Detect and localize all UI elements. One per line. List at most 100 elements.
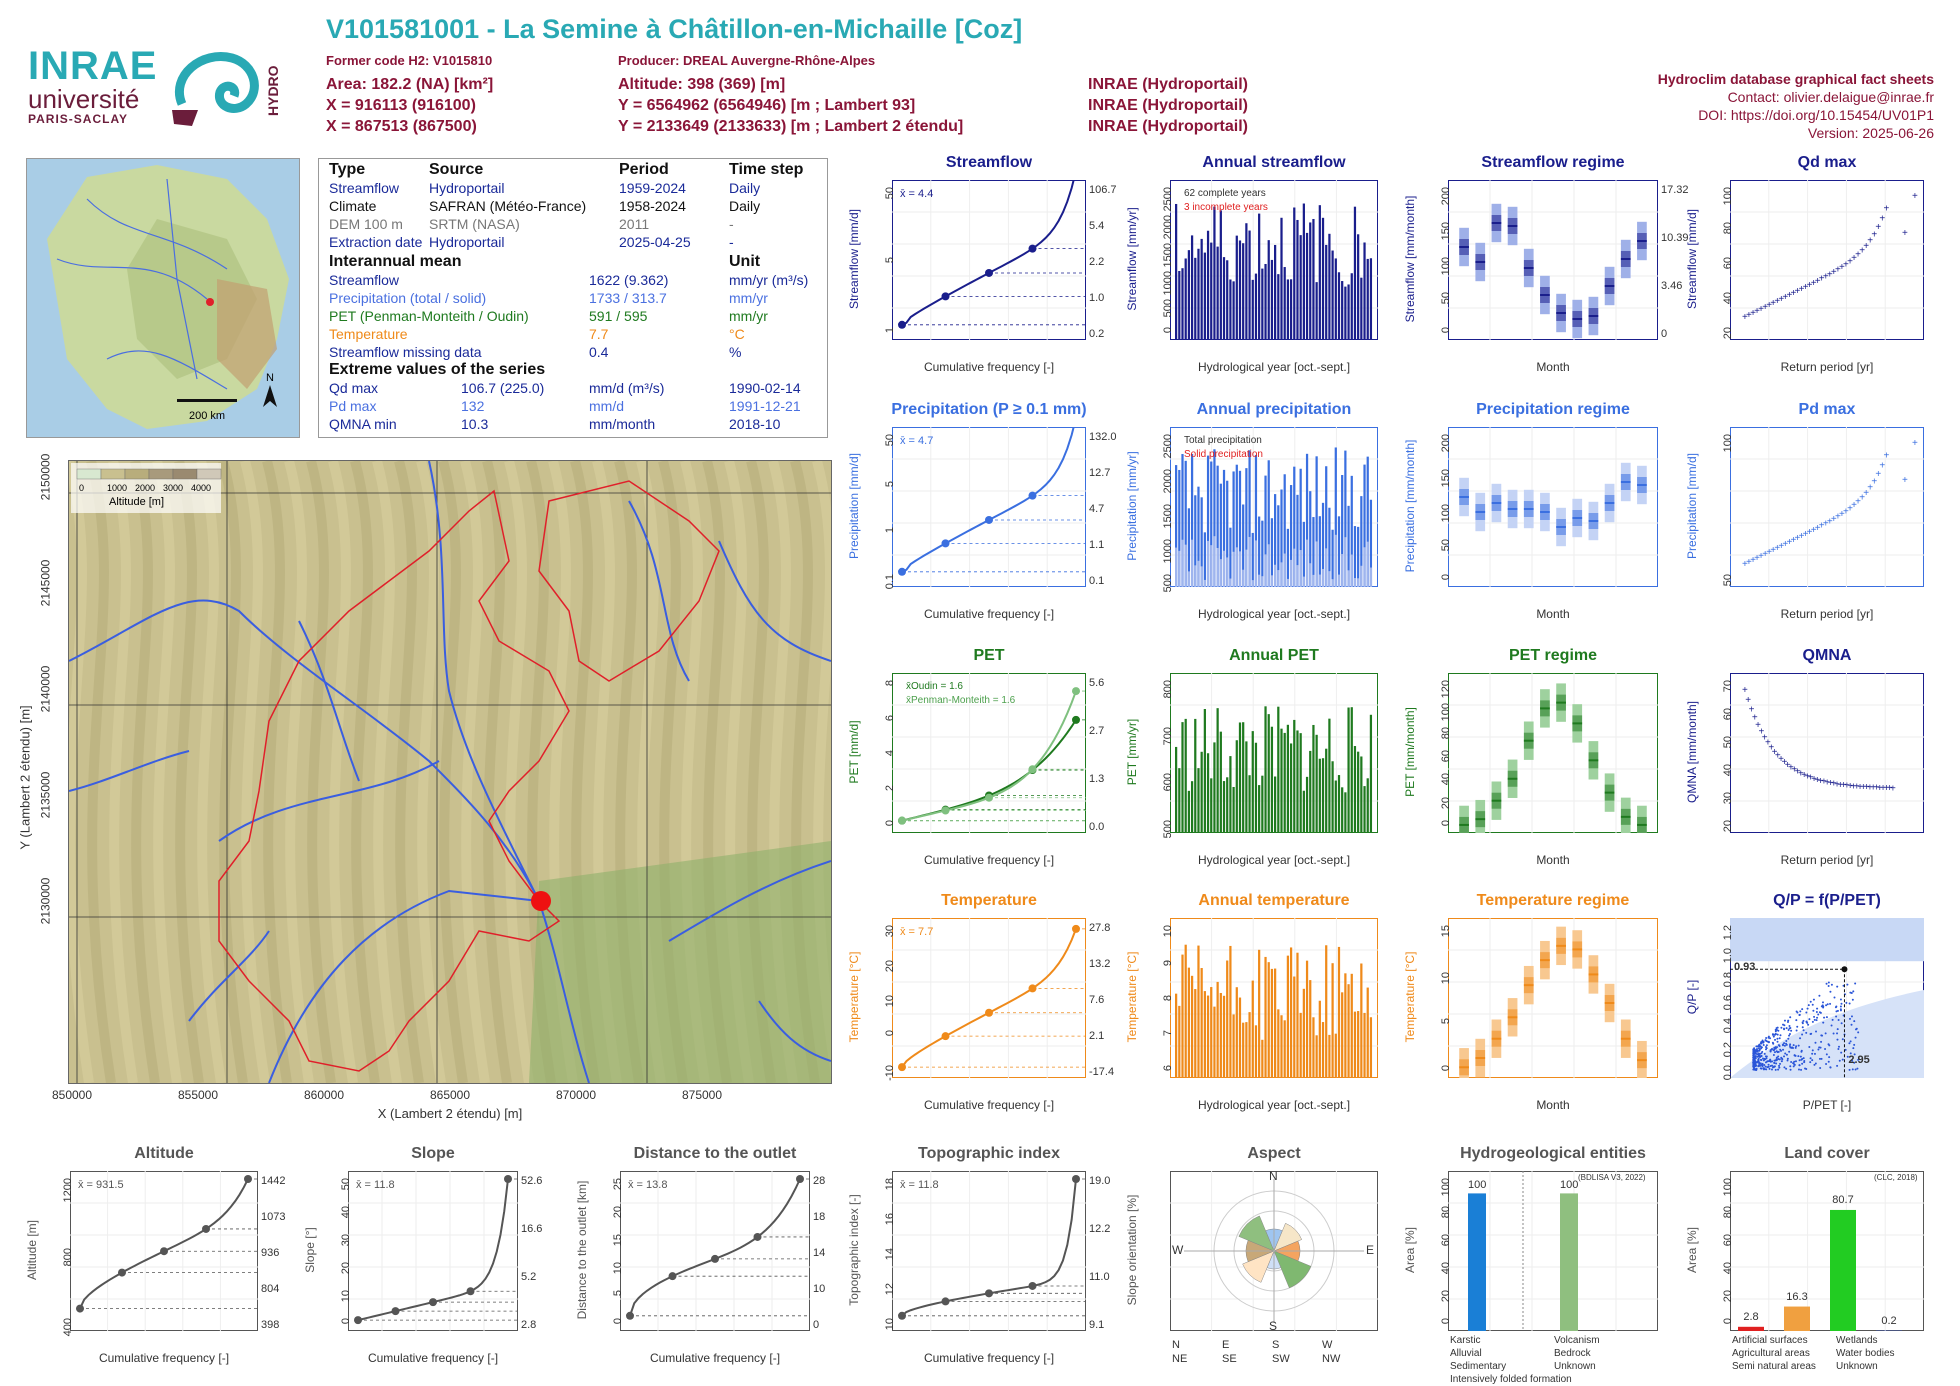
distance-ylabel: Distance to the outlet [km] <box>575 1180 589 1320</box>
temperature_regime-title: Temperature regime <box>1476 892 1630 909</box>
paris-saclay-text: PARIS-SACLAY <box>28 112 129 126</box>
svg-text:+: + <box>1877 783 1883 794</box>
distance-right-label: 0 <box>813 1319 820 1331</box>
annual_temperature-ylabel: Temperature [°C] <box>1125 951 1139 1043</box>
interannual-value: 7.7 <box>589 326 609 342</box>
streamflow_regime-plot <box>1448 180 1658 340</box>
qp-plot <box>1730 918 1924 1078</box>
distance-mean: x̄ = 13.8 <box>628 1179 668 1191</box>
annual_temperature-ytick: 10 <box>1162 925 1174 938</box>
qd_max-ytick: 60 <box>1722 257 1734 270</box>
extreme-cell: Qd max <box>329 380 379 396</box>
landcover-val: 0.2 <box>1881 1314 1897 1327</box>
doi-link[interactable]: DOI: https://doi.org/10.15454/UV01P1 <box>1698 107 1934 123</box>
hydrogeo-legend-item: Karstic <box>1450 1335 1481 1346</box>
interannual-label: Temperature <box>329 326 408 342</box>
svg-text:+: + <box>1774 296 1780 307</box>
basin-xlabel: X (Lambert 2 étendu) [m] <box>377 1106 523 1121</box>
slope-ylabel: Slope [°] <box>303 1227 317 1273</box>
precipitation-title: Precipitation (P ≥ 0.1 mm) <box>891 401 1087 418</box>
svg-text:+: + <box>1795 533 1801 544</box>
pet-ytick: 0 <box>884 820 896 827</box>
legend-label: Altitude [m] <box>109 496 164 508</box>
distance-ytick: 0 <box>612 1318 624 1325</box>
extreme-cell: Pd max <box>329 398 377 414</box>
source-cell: Hydroportail <box>429 180 505 196</box>
precipitation-ytick: 0.1 <box>884 574 896 590</box>
svg-text:+: + <box>1811 278 1817 289</box>
qp-value-ppet: 2.95 <box>1848 1054 1870 1066</box>
pet-right-label: 0.0 <box>1089 821 1105 833</box>
svg-text:+: + <box>1902 228 1908 239</box>
streamflow_regime-right-label: 3.46 <box>1661 280 1683 292</box>
svg-text:+: + <box>1742 685 1748 696</box>
annual_temperature-title: Annual temperature <box>1198 892 1350 909</box>
precipitation-ylabel: Precipitation [mm/d] <box>847 452 861 560</box>
page-title: V101581001 - La Semine à Châtillon-en-Mi… <box>326 14 1023 44</box>
annual_pet-ytick: 800 <box>1162 680 1174 699</box>
temperature-ytick: 20 <box>884 960 896 973</box>
aspect-legend-item: NE <box>1172 1353 1188 1365</box>
pet_regime-ylabel: PET [mm/month] <box>1403 707 1417 797</box>
extreme-cell: 1991-12-21 <box>729 398 801 414</box>
former-code: Former code H2: V1015810 <box>326 53 493 68</box>
legend-tick: 0 <box>79 483 84 493</box>
svg-text:+: + <box>1795 286 1801 297</box>
streamflow_regime-ytick: 50 <box>1440 292 1452 305</box>
svg-text:+: + <box>1758 727 1764 738</box>
interannual-unit: mm/yr (m³/s) <box>729 272 809 288</box>
hydro-logo-icon: HYDRO <box>172 52 281 126</box>
hydrogeo-legend-item: Bedrock <box>1554 1348 1591 1359</box>
svg-text:+: + <box>1750 555 1756 566</box>
svg-text:+: + <box>1860 782 1866 793</box>
temperature-ytick: 10 <box>884 995 896 1008</box>
extreme-cell: QMNA min <box>329 416 397 432</box>
precipitation-xlabel: Cumulative frequency [-] <box>923 607 1055 621</box>
annual_temperature-ytick: 9 <box>1162 960 1174 967</box>
source-cell: 1959-2024 <box>619 180 686 196</box>
source-cell: Daily <box>729 198 761 214</box>
x-lambert2: X = 867513 (867500) <box>326 118 477 135</box>
aspect-dir: W <box>1172 1243 1184 1257</box>
svg-text:+: + <box>1791 765 1797 776</box>
streamflow-right-label: 106.7 <box>1089 184 1117 196</box>
source-cell: Daily <box>729 180 761 196</box>
svg-text:+: + <box>1819 521 1825 532</box>
north-label: N <box>266 372 274 384</box>
svg-text:+: + <box>1824 777 1830 788</box>
topo-ytick: 14 <box>884 1248 896 1261</box>
svg-text:+: + <box>1762 549 1768 560</box>
basin-ylabel: Y (Lambert 2 étendu) [m] <box>17 705 33 850</box>
qd_max-title: Qd max <box>1797 154 1857 171</box>
precipitation-ytick: 5 <box>884 480 896 487</box>
streamflow_regime-title: Streamflow regime <box>1481 154 1625 171</box>
streamflow-ylabel: Streamflow [mm/d] <box>847 208 861 310</box>
temperature-right-label: 27.8 <box>1089 922 1111 934</box>
streamflow_regime-right-label: 0 <box>1661 328 1668 340</box>
topo-right-label: 19.0 <box>1089 1175 1111 1187</box>
svg-text:+: + <box>1782 292 1788 303</box>
svg-text:+: + <box>1785 760 1791 771</box>
svg-text:+: + <box>1762 302 1768 313</box>
qp-title: Q/P = f(P/PET) <box>1773 892 1881 909</box>
svg-text:+: + <box>1883 204 1889 215</box>
annual_temperature-xlabel: Hydrological year [oct.-sept.] <box>1197 1098 1351 1112</box>
aspect-legend-item: SE <box>1222 1353 1237 1365</box>
svg-text:+: + <box>1811 774 1817 785</box>
svg-text:+: + <box>1890 783 1896 794</box>
svg-text:+: + <box>1749 704 1755 715</box>
topo-right-label: 12.2 <box>1089 1223 1111 1235</box>
topo-ytick: 10 <box>884 1318 896 1331</box>
qp-ylabel: Q/P [-] <box>1685 979 1699 1015</box>
table-header-2: Period <box>619 161 669 178</box>
svg-text:+: + <box>1847 781 1853 792</box>
svg-text:+: + <box>1754 306 1760 317</box>
qmna-xlabel: Return period [yr] <box>1780 853 1874 867</box>
topo-ytick: 18 <box>884 1178 896 1191</box>
contact[interactable]: Contact: olivier.delaigue@inrae.fr <box>1727 89 1934 105</box>
slope-plot <box>348 1171 518 1331</box>
svg-text:+: + <box>1863 488 1869 499</box>
temperature-ytick: -10 <box>884 1065 896 1081</box>
svg-text:+: + <box>1803 282 1809 293</box>
aspect-legend-item: N <box>1172 1339 1180 1351</box>
